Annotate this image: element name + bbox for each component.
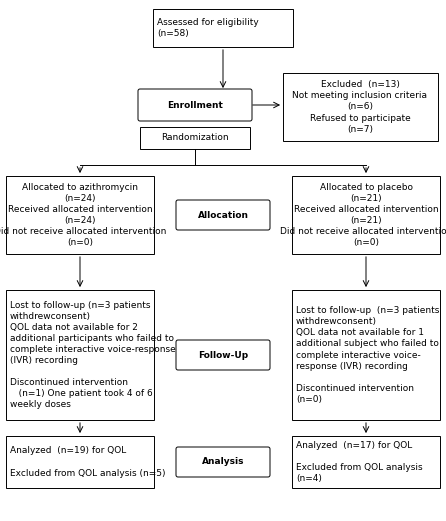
FancyBboxPatch shape	[292, 176, 440, 254]
Text: Lost to follow-up (n=3 patients
withdrewconsent)
QOL data not available for 2
ad: Lost to follow-up (n=3 patients withdrew…	[10, 301, 176, 410]
FancyBboxPatch shape	[6, 436, 154, 488]
Text: Allocated to placebo
(n=21)
Received allocated intervention
(n=21)
Did not recei: Allocated to placebo (n=21) Received all…	[280, 183, 446, 247]
FancyBboxPatch shape	[6, 176, 154, 254]
Text: Analysis: Analysis	[202, 457, 244, 466]
FancyBboxPatch shape	[6, 290, 154, 420]
Text: Follow-Up: Follow-Up	[198, 351, 248, 359]
FancyBboxPatch shape	[153, 9, 293, 47]
FancyBboxPatch shape	[282, 73, 438, 141]
Text: Allocated to azithromycin
(n=24)
Received allocated intervention
(n=24)
Did not : Allocated to azithromycin (n=24) Receive…	[0, 183, 166, 247]
FancyBboxPatch shape	[176, 200, 270, 230]
Text: Randomization: Randomization	[161, 133, 229, 143]
Text: Excluded  (n=13)
Not meeting inclusion criteria
(n=6)
Refused to participate
(n=: Excluded (n=13) Not meeting inclusion cr…	[293, 80, 428, 134]
FancyBboxPatch shape	[138, 89, 252, 121]
FancyBboxPatch shape	[292, 290, 440, 420]
Text: Analyzed  (n=19) for QOL

Excluded from QOL analysis (n=5): Analyzed (n=19) for QOL Excluded from QO…	[10, 446, 165, 478]
Text: Lost to follow-up  (n=3 patients
withdrewconsent)
QOL data not available for 1
a: Lost to follow-up (n=3 patients withdrew…	[296, 306, 439, 404]
FancyBboxPatch shape	[292, 436, 440, 488]
FancyBboxPatch shape	[176, 447, 270, 477]
FancyBboxPatch shape	[176, 340, 270, 370]
FancyBboxPatch shape	[140, 127, 250, 149]
Text: Enrollment: Enrollment	[167, 101, 223, 109]
Text: Allocation: Allocation	[198, 210, 248, 219]
Text: Assessed for eligibility
(n=58): Assessed for eligibility (n=58)	[157, 18, 259, 38]
Text: Analyzed  (n=17) for QOL

Excluded from QOL analysis
(n=4): Analyzed (n=17) for QOL Excluded from QO…	[296, 441, 423, 483]
